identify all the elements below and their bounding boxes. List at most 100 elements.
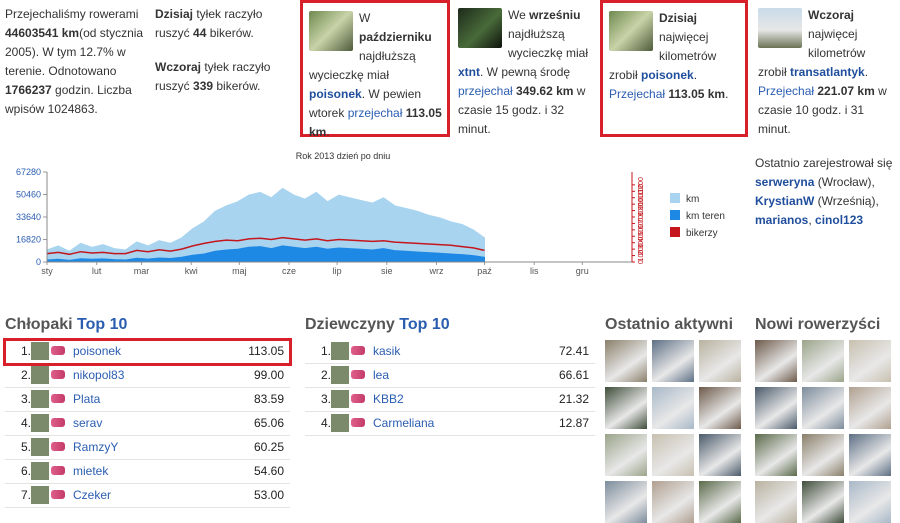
x-tick-label: gru <box>576 266 589 276</box>
user-link[interactable]: mietek <box>73 464 109 478</box>
bike-icon <box>351 418 365 427</box>
rank: 4. <box>20 416 31 430</box>
list-row: 3. Plata 83.59 <box>5 388 290 412</box>
link[interactable]: przejechał <box>458 84 513 98</box>
top10-link[interactable]: Top 10 <box>77 316 128 333</box>
link[interactable]: serweryna <box>755 175 815 189</box>
user-link[interactable]: kasik <box>373 344 401 358</box>
avatar <box>31 486 49 504</box>
user-photo[interactable] <box>699 481 741 523</box>
y2-tick-label: 200 <box>638 243 645 255</box>
bike-icon <box>51 370 65 379</box>
user-photo[interactable] <box>652 340 694 382</box>
text-run: Dzisiaj <box>155 7 194 21</box>
girls-title: Dziewczyny Top 10 <box>305 315 450 334</box>
text-run: bikerów. <box>206 26 254 40</box>
user-photo[interactable] <box>755 387 797 429</box>
newbies-title: Nowi rowerzyści <box>755 316 881 333</box>
x-tick-label: sie <box>381 266 393 276</box>
user-photo[interactable] <box>699 434 741 476</box>
rank: 2. <box>320 368 331 382</box>
user-link[interactable]: RamzyY <box>73 440 119 454</box>
link[interactable]: przejechał <box>347 106 403 120</box>
user-link[interactable]: Carmeliana <box>373 416 435 430</box>
link[interactable]: poisonek <box>641 68 694 82</box>
bike-icon <box>51 346 65 355</box>
user-photo[interactable] <box>605 481 647 523</box>
user-link[interactable]: Plata <box>73 392 101 406</box>
avatar <box>331 390 349 408</box>
user-photo[interactable] <box>699 387 741 429</box>
registered: Ostatnio zarejestrował się serweryna (Wr… <box>755 154 900 230</box>
user-photo[interactable] <box>755 434 797 476</box>
text-run: najdłuższą wycieczkę miał <box>508 27 589 60</box>
user-photo[interactable] <box>755 481 797 523</box>
y-tick-label: 33640 <box>16 212 41 222</box>
text-run: . <box>326 125 330 139</box>
avatar <box>331 342 349 360</box>
avatar <box>458 8 502 48</box>
avatar <box>31 414 49 432</box>
girls-list: 1. kasik 72.41 2. lea 66.61 3. KBB2 21.32 4. Carme… <box>305 340 595 436</box>
user-photo[interactable] <box>652 434 694 476</box>
user-photo[interactable] <box>605 387 647 429</box>
user-photo[interactable] <box>652 387 694 429</box>
list-row: 3. KBB2 21.32 <box>305 388 595 412</box>
distance: 60.25 <box>253 440 284 454</box>
user-photo[interactable] <box>605 434 647 476</box>
text-run: 113.05 km <box>309 106 442 139</box>
link[interactable]: transatlantyk <box>790 65 865 79</box>
y2-tick-label: 1000 <box>638 190 645 206</box>
link[interactable]: Przejechał <box>609 87 666 101</box>
user-photo[interactable] <box>755 340 797 382</box>
record-box: Dzisiaj najwięcej kilometrów zrobił pois… <box>600 0 748 137</box>
bike-icon <box>51 442 65 451</box>
user-photo[interactable] <box>699 340 741 382</box>
user-photo[interactable] <box>849 387 891 429</box>
text-run: najwięcej kilometrów zrobił <box>609 30 717 82</box>
y2-tick-label: 400 <box>638 230 645 242</box>
avatar <box>31 390 49 408</box>
user-photo[interactable] <box>849 340 891 382</box>
legend-label: bikerzy <box>686 228 718 239</box>
link[interactable]: marianos <box>755 213 809 227</box>
list-row: 7. Czeker 53.00 <box>5 484 290 508</box>
x-tick-label: mar <box>134 266 150 276</box>
distance: 99.00 <box>253 368 284 382</box>
user-photo[interactable] <box>802 481 844 523</box>
series-area <box>46 187 485 263</box>
user-link[interactable]: lea <box>373 368 390 382</box>
list-row: 2. nikopol83 99.00 <box>5 364 290 388</box>
link[interactable]: Przejechał <box>758 84 815 98</box>
distance: 21.32 <box>558 392 589 406</box>
link[interactable]: poisonek <box>309 87 362 101</box>
site-stats: Przejechaliśmy rowerami 44603541 km(od s… <box>5 5 145 119</box>
page: Przejechaliśmy rowerami 44603541 km(od s… <box>3 0 900 523</box>
user-photo[interactable] <box>802 340 844 382</box>
user-link[interactable]: poisonek <box>73 344 122 358</box>
link[interactable]: KrystianW <box>755 194 815 208</box>
link[interactable]: cinol123 <box>815 213 864 227</box>
y2-tick-label: 300 <box>638 237 645 249</box>
legend-swatch <box>670 193 680 203</box>
bike-icon <box>351 394 365 403</box>
text-run: najdłuższą wycieczkę miał <box>309 49 416 82</box>
user-photo[interactable] <box>849 481 891 523</box>
y-tick-label: 50460 <box>16 190 41 200</box>
user-photo[interactable] <box>652 481 694 523</box>
top10-link[interactable]: Top 10 <box>399 316 450 333</box>
user-photo[interactable] <box>849 434 891 476</box>
text-run: październiku <box>359 30 432 44</box>
text-run: (Wrześnią), <box>814 194 879 208</box>
user-link[interactable]: nikopol83 <box>73 368 125 382</box>
y2-tick-label: 700 <box>638 211 645 223</box>
user-photo[interactable] <box>802 434 844 476</box>
user-link[interactable]: Czeker <box>73 488 112 502</box>
user-link[interactable]: KBB2 <box>373 392 404 406</box>
legend-label: km <box>686 194 699 205</box>
link[interactable]: xtnt <box>458 65 480 79</box>
text-run: . <box>725 87 729 101</box>
user-photo[interactable] <box>802 387 844 429</box>
user-link[interactable]: serav <box>73 416 103 430</box>
user-photo[interactable] <box>605 340 647 382</box>
